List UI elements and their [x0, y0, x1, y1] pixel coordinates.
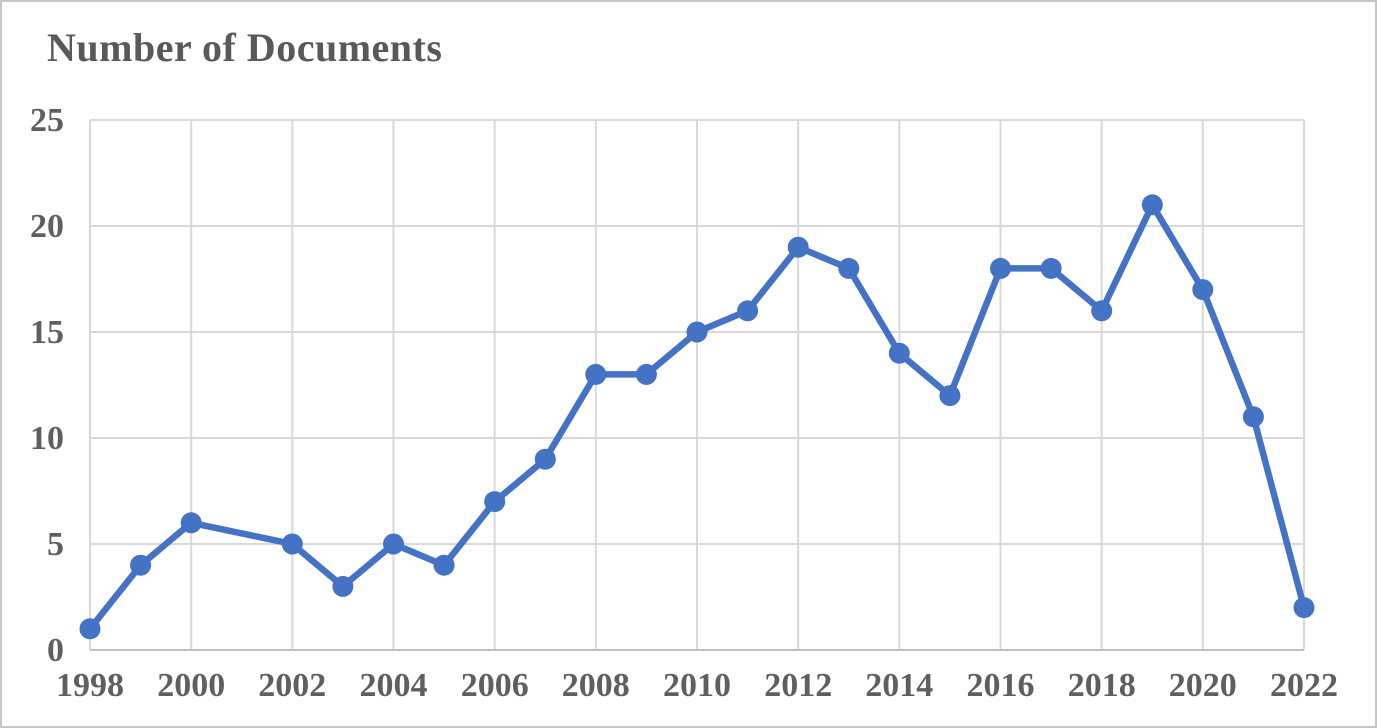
data-point-2009 [635, 363, 657, 385]
y-tick-label: 20 [30, 208, 64, 245]
y-tick-label: 15 [30, 314, 64, 351]
x-tick-label: 2022 [1270, 667, 1338, 704]
x-tick-label: 2000 [157, 667, 225, 704]
y-tick-label: 5 [47, 526, 64, 563]
x-tick-label: 1998 [56, 667, 124, 704]
data-point-2015 [939, 385, 961, 407]
data-point-2003 [332, 575, 354, 597]
data-point-2016 [990, 257, 1011, 279]
data-point-2010 [686, 321, 708, 343]
chart-title: Number of Documents [47, 25, 443, 70]
data-point-2004 [383, 533, 404, 555]
x-tick-label: 2020 [1169, 667, 1237, 704]
x-tick-label: 2016 [967, 667, 1035, 704]
data-point-2019 [1141, 194, 1163, 216]
x-tick-label: 2008 [562, 667, 630, 704]
data-point-2005 [433, 554, 455, 576]
data-point-1998 [79, 618, 101, 640]
data-point-2011 [737, 300, 759, 322]
x-tick-label: 2014 [865, 667, 933, 704]
data-point-2000 [180, 512, 202, 534]
data-point-2008 [585, 363, 607, 385]
data-point-2020 [1192, 279, 1214, 301]
data-point-2007 [534, 448, 556, 470]
data-point-2013 [838, 257, 860, 279]
data-point-2014 [888, 342, 910, 364]
data-point-2017 [1040, 257, 1062, 279]
y-tick-label: 25 [30, 102, 64, 139]
x-tick-label: 2004 [360, 667, 428, 704]
data-point-1999 [130, 554, 152, 576]
data-point-2022 [1293, 597, 1315, 619]
data-point-2002 [281, 533, 303, 555]
x-tick-label: 2006 [461, 667, 529, 704]
x-tick-label: 2010 [663, 667, 731, 704]
data-point-2021 [1242, 406, 1264, 428]
data-point-2012 [787, 236, 809, 258]
data-point-2018 [1091, 300, 1113, 322]
x-tick-label: 2002 [258, 667, 326, 704]
y-tick-label: 0 [47, 632, 64, 669]
x-tick-label: 2018 [1068, 667, 1136, 704]
series-line [86, 201, 1308, 633]
x-tick-label: 2012 [764, 667, 832, 704]
y-tick-label: 10 [30, 420, 64, 457]
data-point-2006 [484, 491, 506, 513]
